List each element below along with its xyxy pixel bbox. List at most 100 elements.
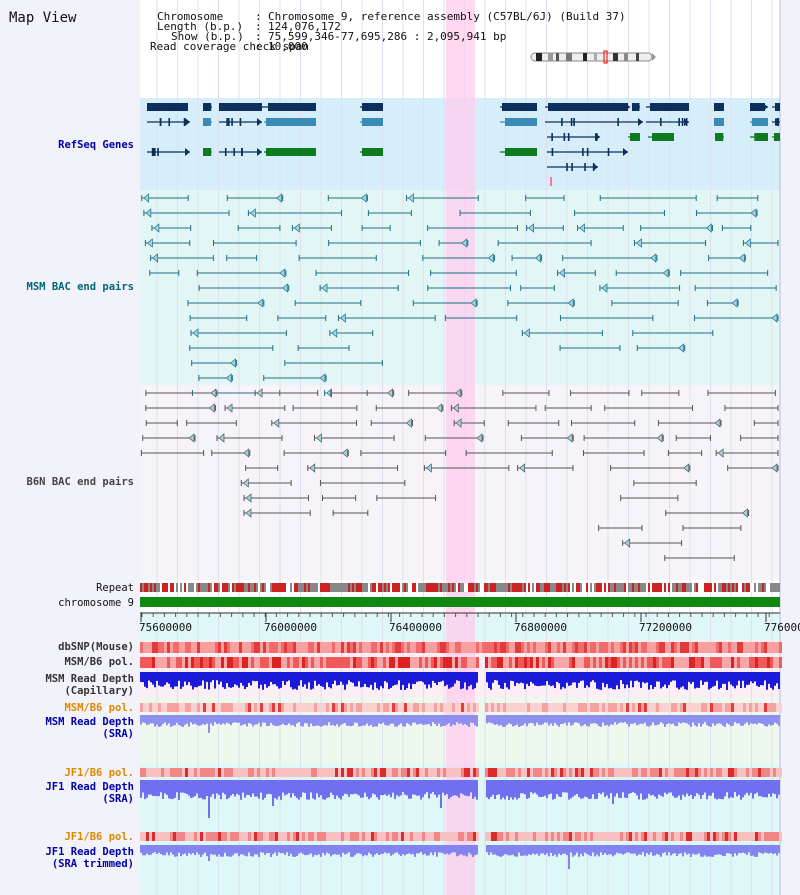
repeat-mark	[414, 583, 416, 592]
heat-cell	[356, 703, 359, 712]
heat-cell	[164, 703, 167, 712]
b6n-bac-pair	[145, 420, 178, 426]
heat-cell	[533, 832, 536, 841]
heat-cell	[524, 832, 527, 841]
repeat-mark	[650, 583, 652, 592]
heat-cell	[500, 832, 503, 841]
depth-bar	[324, 715, 326, 725]
heat-cell	[179, 642, 182, 653]
heat-cell	[515, 657, 518, 668]
depth-bar	[218, 780, 220, 795]
gene-arrow	[257, 118, 262, 126]
depth-bar	[146, 780, 148, 798]
heat-cell	[269, 768, 272, 777]
depth-bar	[470, 780, 472, 793]
heat-cell	[383, 832, 386, 841]
repeat-mark	[756, 583, 758, 592]
heat-cell	[674, 703, 677, 712]
depth-bar	[306, 845, 308, 856]
msm-bac-pair	[226, 255, 258, 261]
repeat-mark	[754, 583, 756, 592]
pair-marker	[226, 403, 233, 413]
depth-bar	[312, 672, 314, 689]
heat-cell	[554, 703, 557, 712]
depth-bar	[192, 780, 194, 798]
heat-cell	[170, 703, 173, 712]
gene-tick	[519, 103, 521, 111]
msm-bac-pair	[599, 283, 681, 293]
repeat-mark	[324, 583, 326, 592]
heat-cell	[563, 657, 566, 668]
depth-bar	[570, 672, 572, 686]
repeat-mark	[432, 583, 434, 592]
heat-cell	[452, 832, 455, 841]
heat-cell	[242, 703, 245, 712]
heat-cell	[206, 768, 209, 777]
gene-arrow	[623, 148, 628, 156]
depth-bar	[382, 845, 384, 854]
heat-cell	[758, 657, 761, 668]
depth-bar	[264, 845, 266, 855]
depth-bar	[636, 715, 638, 726]
depth-bar	[638, 780, 640, 800]
heat-cell	[320, 642, 323, 653]
depth-bar	[492, 845, 494, 855]
depth-bar	[182, 672, 184, 687]
heat-cell	[545, 703, 548, 712]
gene-tick	[241, 148, 243, 156]
depth-bar	[754, 715, 756, 724]
depth-bar	[280, 715, 282, 725]
depth-bar	[766, 780, 768, 798]
heat-cell	[206, 657, 209, 668]
track-label-b6n-bac[interactable]: B6N BAC end pairs	[26, 476, 134, 488]
gene-tick	[521, 103, 523, 111]
heat-cell	[500, 657, 503, 668]
heat-cell	[386, 703, 389, 712]
heat-cell	[617, 768, 620, 777]
heat-cell	[485, 642, 488, 653]
repeat-mark	[398, 583, 400, 592]
depth-bar	[364, 715, 366, 726]
track-label-msm-bac[interactable]: MSM BAC end pairs	[26, 281, 134, 293]
depth-bar	[358, 780, 360, 796]
repeat-mark	[484, 583, 486, 592]
heat-cell	[491, 768, 494, 777]
depth-bar	[560, 672, 562, 690]
repeat-mark	[646, 583, 648, 592]
depth-bar	[464, 845, 466, 856]
track-label-refseq[interactable]: RefSeq Genes	[58, 139, 134, 151]
depth-bar	[624, 845, 626, 854]
heat-cell	[416, 657, 419, 668]
heat-cell	[704, 642, 707, 653]
depth-bar	[224, 715, 226, 725]
heat-cell	[557, 832, 560, 841]
depth-bar	[510, 845, 512, 856]
heat-cell	[686, 768, 689, 777]
depth-bar	[254, 672, 256, 682]
repeat-mark	[344, 583, 346, 592]
refseq-gene	[632, 103, 640, 111]
repeat-mark	[278, 583, 280, 592]
heat-cell	[368, 768, 371, 777]
depth-bar	[770, 672, 772, 688]
depth-bar	[680, 780, 682, 800]
heat-cell	[527, 657, 530, 668]
depth-bar	[486, 845, 488, 853]
depth-bar	[622, 845, 624, 855]
repeat-mark	[172, 583, 174, 592]
depth-bar	[290, 715, 292, 726]
heat-cell	[194, 657, 197, 668]
depth-bar	[494, 715, 496, 725]
heat-cell	[209, 642, 212, 653]
heat-cell	[548, 703, 551, 712]
length-key: Length (b.p.)	[157, 20, 244, 33]
depth-bar	[388, 672, 390, 690]
depth-bar	[192, 715, 194, 725]
heat-cell	[473, 642, 476, 653]
repeat-mark	[206, 583, 208, 592]
depth-bar	[670, 715, 672, 725]
heat-cell	[167, 657, 170, 668]
msm-depth-capillary-track	[140, 672, 780, 690]
heat-cell	[746, 768, 749, 777]
